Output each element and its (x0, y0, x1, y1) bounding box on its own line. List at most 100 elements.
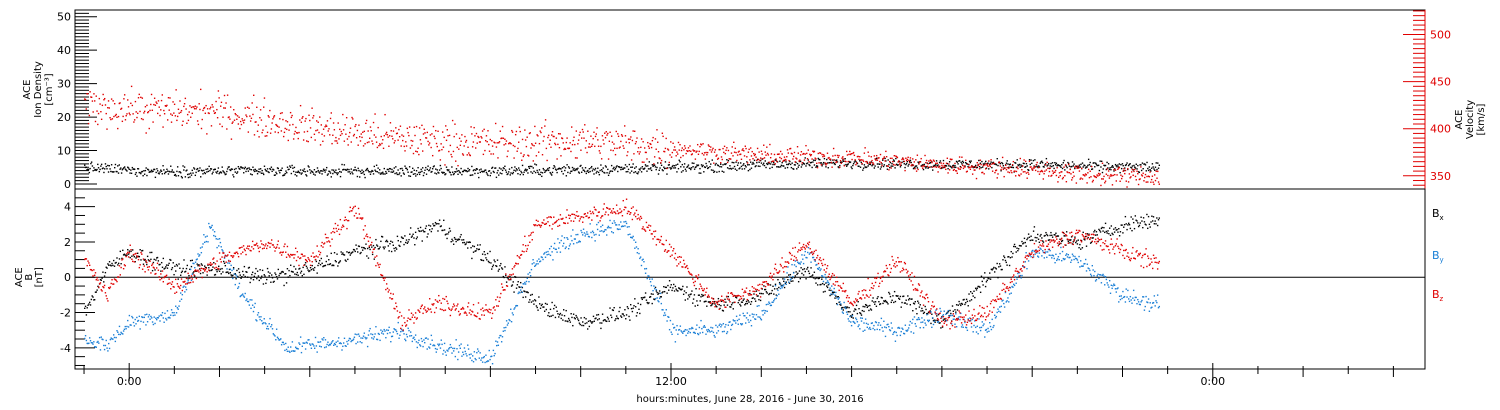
density-point (557, 167, 560, 170)
velocity-point (150, 103, 152, 106)
density-point (557, 168, 559, 170)
density-point (85, 166, 87, 169)
density-point (272, 168, 274, 171)
bx-point (1070, 239, 1072, 241)
density-point (558, 167, 561, 169)
density-point (372, 170, 374, 172)
density-point (371, 169, 373, 172)
by-point (518, 291, 520, 293)
bx-point (579, 323, 581, 326)
bx-point (599, 322, 601, 324)
velocity-point (472, 141, 475, 143)
bx-point (92, 296, 94, 298)
density-point (282, 174, 285, 176)
velocity-point (978, 168, 981, 170)
velocity-point (398, 135, 401, 138)
bx-point (994, 267, 997, 269)
density-point (859, 166, 862, 168)
density-point (819, 158, 821, 161)
bx-point (1137, 222, 1139, 224)
density-point (338, 168, 340, 170)
density-point (432, 166, 435, 168)
bx-point (939, 322, 941, 324)
bx-point (646, 301, 648, 304)
bx-point (955, 304, 958, 306)
bx-point (758, 298, 760, 301)
bx-point (227, 271, 229, 273)
density-point (756, 158, 759, 161)
density-point (652, 165, 654, 168)
by-point (612, 232, 615, 234)
bx-point (183, 259, 185, 261)
velocity-point (799, 159, 801, 161)
velocity-point (360, 133, 362, 135)
density-point (225, 173, 227, 175)
velocity-point (652, 136, 654, 139)
velocity-point (1076, 167, 1078, 169)
by-point (450, 346, 452, 349)
by-point (655, 289, 658, 291)
velocity-point (842, 158, 845, 160)
velocity-point (644, 151, 647, 154)
density-point (1025, 162, 1028, 165)
by-point (439, 347, 442, 349)
density-point (1021, 165, 1023, 168)
density-point (654, 166, 657, 168)
density-point (351, 171, 353, 173)
bx-point (974, 287, 977, 289)
density-point (498, 167, 501, 169)
density-point (331, 169, 333, 171)
bx-point (192, 272, 194, 274)
density-point (230, 168, 233, 170)
velocity-point (235, 114, 237, 116)
bx-point (543, 310, 546, 312)
by-point (468, 353, 471, 356)
density-point (1016, 159, 1018, 161)
velocity-point (975, 166, 977, 168)
by-point (277, 337, 280, 340)
velocity-point (1107, 174, 1109, 177)
bx-point (266, 278, 268, 281)
bx-point (273, 280, 275, 283)
bx-point (401, 237, 404, 239)
density-point (731, 161, 733, 164)
bx-point (292, 271, 294, 273)
density-point (521, 164, 524, 167)
velocity-point (919, 161, 922, 163)
density-point (1057, 164, 1060, 166)
velocity-point (219, 105, 222, 107)
velocity-point (746, 156, 748, 158)
by-point (366, 345, 369, 348)
velocity-tick-label: 500 (1430, 28, 1451, 41)
bx-point (141, 250, 143, 252)
density-point (233, 168, 236, 171)
velocity-point (1007, 171, 1009, 173)
density-point (785, 161, 787, 163)
by-point (318, 341, 320, 343)
velocity-point (288, 129, 290, 131)
velocity-point (451, 156, 453, 158)
bx-point (1134, 215, 1137, 217)
density-point (710, 169, 713, 171)
velocity-point (843, 165, 846, 167)
velocity-point (269, 109, 271, 112)
bx-point (814, 277, 816, 280)
density-point (420, 168, 422, 171)
velocity-point (333, 129, 336, 131)
bx-point (643, 296, 645, 299)
legend-bz: Bz (1432, 288, 1444, 303)
velocity-point (1084, 175, 1086, 177)
bx-point (432, 223, 434, 225)
bx-point (278, 274, 280, 277)
density-point (1145, 170, 1147, 172)
velocity-point (474, 147, 477, 149)
density-point (119, 168, 121, 170)
density-point (387, 168, 389, 171)
velocity-point (133, 121, 135, 123)
by-point (413, 336, 415, 339)
bx-point (600, 327, 602, 330)
bx-point (773, 288, 776, 290)
bx-point (790, 280, 792, 282)
bx-point (1032, 230, 1035, 232)
velocity-point (1106, 168, 1108, 170)
